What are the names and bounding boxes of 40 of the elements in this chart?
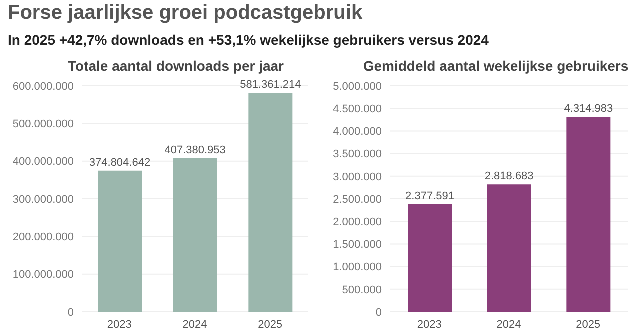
y-tick-label: 2.500.000 (333, 194, 382, 206)
y-tick-label: 400.000.000 (12, 156, 74, 168)
y-tick-label: 5.000.000 (333, 80, 382, 93)
data-label: 581.361.214 (240, 79, 302, 92)
y-tick-label: 3.000.000 (333, 171, 382, 184)
data-label: 2.377.591 (406, 190, 454, 203)
y-tick-label: 0 (376, 306, 382, 319)
y-tick-label: 0 (68, 306, 74, 319)
bar (173, 158, 218, 312)
y-tick-label: 600.000.000 (12, 80, 74, 93)
y-tick-label: 500.000.000 (12, 118, 74, 131)
data-label: 407.380.953 (164, 144, 226, 157)
y-tick-label: 1.000.000 (333, 262, 382, 274)
y-tick-label: 500.000 (342, 284, 382, 296)
x-tick-label: 2025 (258, 318, 283, 331)
y-tick-label: 4.000.000 (333, 126, 382, 138)
x-tick-label: 2024 (182, 318, 208, 331)
chart-title: Totale aantal downloads per jaar (66, 58, 285, 76)
y-tick-label: 2.000.000 (333, 216, 382, 229)
bar (248, 93, 293, 312)
y-tick-label: 1.500.000 (333, 239, 382, 252)
chart-title: Gemiddeld aantal wekelijkse gebruikers (362, 58, 630, 76)
data-label: 374.804.642 (89, 156, 151, 169)
bar (98, 170, 142, 312)
y-tick-label: 200.000.000 (12, 232, 74, 244)
bar (487, 184, 532, 312)
text: Forse jaarlijkse groei podcastgebruik (8, 2, 363, 25)
bar (408, 204, 452, 312)
data-label: 2.818.683 (484, 170, 534, 183)
bar (566, 116, 611, 312)
text: In 2025 +42,7% downloads en +53,1% wekelijkse gebruikers versus 2024 (8, 32, 489, 48)
x-tick-label: 2024 (496, 318, 522, 331)
y-tick-label: 3.500.000 (333, 148, 382, 161)
data-label: 4.314.983 (564, 102, 614, 115)
x-tick-label: 2023 (417, 318, 442, 331)
y-tick-label: 300.000.000 (12, 194, 74, 206)
y-tick-label: 100.000.000 (12, 269, 74, 282)
x-tick-label: 2023 (107, 318, 132, 331)
y-tick-label: 4.500.000 (333, 104, 382, 116)
x-tick-label: 2025 (576, 318, 601, 331)
